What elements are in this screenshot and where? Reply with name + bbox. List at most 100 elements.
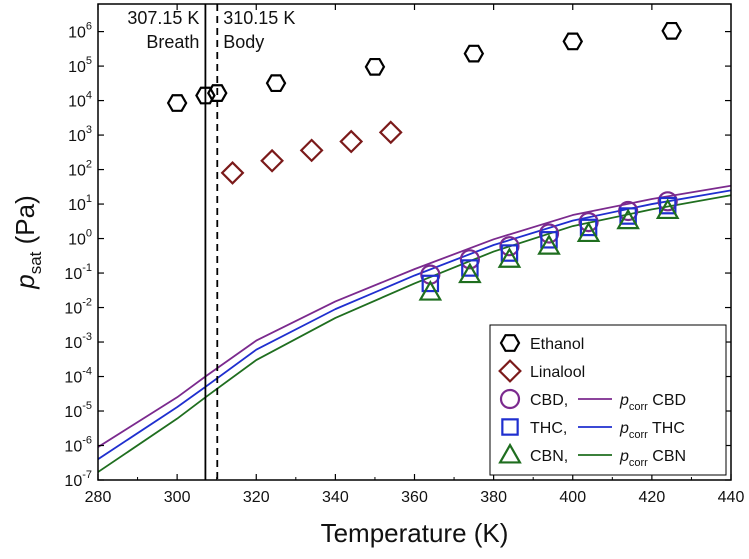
point-linalool: [220, 161, 245, 185]
y-tick-label: 102: [68, 159, 92, 180]
y-tick-base: 10: [64, 404, 82, 421]
legend-line-name: CBN: [648, 448, 686, 465]
y-tick-label: 104: [68, 90, 92, 111]
y-tick-label: 10-4: [64, 366, 92, 387]
legend-marker-ethanol: [499, 334, 521, 352]
x-tick-label: 380: [480, 489, 507, 506]
legend-line-label: pcorr CBD: [619, 392, 686, 413]
legend-p: p: [619, 420, 629, 437]
y-tick-exponent: -4: [82, 366, 92, 378]
legend-marker-linalool: [498, 359, 522, 383]
point-ethanol: [463, 44, 485, 63]
point-cbd: [499, 236, 520, 257]
y-axis-title: psat (Pa): [10, 195, 45, 290]
point-cbd: [618, 200, 639, 222]
legend-box: [489, 324, 727, 476]
point-ethanol: [166, 94, 188, 112]
y-tick-label: 10-7: [64, 469, 92, 490]
y-tick-base: 10: [68, 59, 86, 76]
x-tick-label: 360: [401, 489, 428, 506]
legend-label: THC,: [530, 420, 567, 437]
x-tick-label: 300: [164, 489, 191, 506]
point-ethanol: [207, 84, 228, 102]
y-tick-label: 103: [68, 124, 92, 145]
line-pcorr-cbn: [98, 194, 731, 473]
y-tick-exponent: 3: [86, 124, 92, 136]
y-tick-label: 10-2: [64, 297, 92, 318]
point-ethanol: [364, 57, 386, 76]
y-tick-base: 10: [64, 301, 82, 318]
y-tick-label: 10-5: [64, 400, 92, 421]
legend-sub: corr: [629, 457, 648, 469]
point-ethanol: [265, 74, 287, 93]
legend-line-name: CBD: [648, 392, 686, 409]
y-tick-base: 10: [68, 94, 86, 111]
vline-value-label: 310.15 K: [223, 8, 295, 28]
point-thc: [579, 218, 598, 237]
legend-label: CBD,: [530, 392, 568, 409]
point-thc: [461, 259, 479, 277]
legend-marker-cbn: [498, 442, 522, 464]
y-tick-base: 10: [64, 473, 82, 490]
y-tick-base: 10: [68, 197, 86, 214]
vline-name-label: Breath: [146, 32, 199, 52]
x-tick-label: 420: [639, 489, 666, 506]
y-tick-label: 106: [68, 21, 92, 42]
plot-clip-area: [98, 21, 731, 473]
y-tick-exponent: -2: [82, 297, 92, 309]
y-tick-base: 10: [68, 128, 86, 145]
x-axis-title: Temperature (K): [321, 518, 509, 548]
x-tick-label: 400: [559, 489, 586, 506]
y-tick-base: 10: [68, 25, 86, 42]
legend-sub: corr: [629, 401, 648, 413]
point-cbn: [497, 247, 522, 268]
point-cbd: [538, 223, 560, 244]
point-cbd: [657, 191, 678, 212]
point-thc: [619, 207, 637, 225]
legend-sub: corr: [629, 429, 648, 441]
y-tick-exponent: -7: [82, 469, 92, 481]
x-axis: 280 300 320 340 360 380 400 420 440: [85, 4, 745, 506]
legend-marker-thc: [501, 418, 519, 436]
y-axis-title-base: p: [10, 274, 40, 289]
y-tick-base: 10: [64, 439, 82, 456]
point-thc: [540, 231, 558, 249]
x-tick-label: 440: [718, 489, 745, 506]
y-axis: 10-710-610-510-410-310-210-1100101102103…: [64, 21, 731, 490]
legend-marker-cbd: [499, 388, 521, 410]
point-cbn: [537, 234, 561, 255]
y-tick-exponent: 1: [86, 193, 92, 205]
y-tick-base: 10: [64, 370, 82, 387]
point-cbn: [616, 208, 640, 230]
y-tick-label: 10-1: [64, 262, 92, 283]
legend-line-label: pcorr CBN: [619, 448, 686, 469]
y-tick-label: 100: [68, 228, 92, 249]
point-cbd: [578, 211, 599, 233]
legend-line-name: THC: [648, 420, 685, 437]
x-tick-label: 320: [243, 489, 270, 506]
point-cbn: [458, 262, 482, 284]
point-linalool: [339, 129, 364, 154]
y-tick-exponent: 6: [86, 21, 92, 33]
y-tick-label: 101: [68, 193, 92, 214]
point-thc: [500, 244, 519, 262]
legend-p: p: [619, 448, 629, 465]
point-ethanol: [562, 32, 584, 51]
y-axis-title-sub: sat: [26, 251, 45, 274]
y-tick-exponent: 4: [86, 90, 92, 102]
legend-line-label: pcorr THC: [619, 420, 685, 441]
vertical-lines: 307.15 K Breath 310.15 K Body: [127, 4, 295, 480]
line-pcorr-cbd: [98, 184, 731, 448]
legend-label: CBN,: [530, 448, 568, 465]
y-tick-label: 105: [68, 55, 92, 76]
point-thc: [421, 274, 440, 293]
x-tick-label: 280: [85, 489, 112, 506]
y-tick-exponent: -1: [82, 262, 92, 274]
point-cbd: [459, 249, 480, 270]
line-pcorr-thc: [98, 189, 731, 460]
point-cbn: [418, 279, 443, 301]
y-tick-exponent: 2: [86, 159, 92, 171]
y-tick-exponent: -5: [82, 400, 92, 412]
